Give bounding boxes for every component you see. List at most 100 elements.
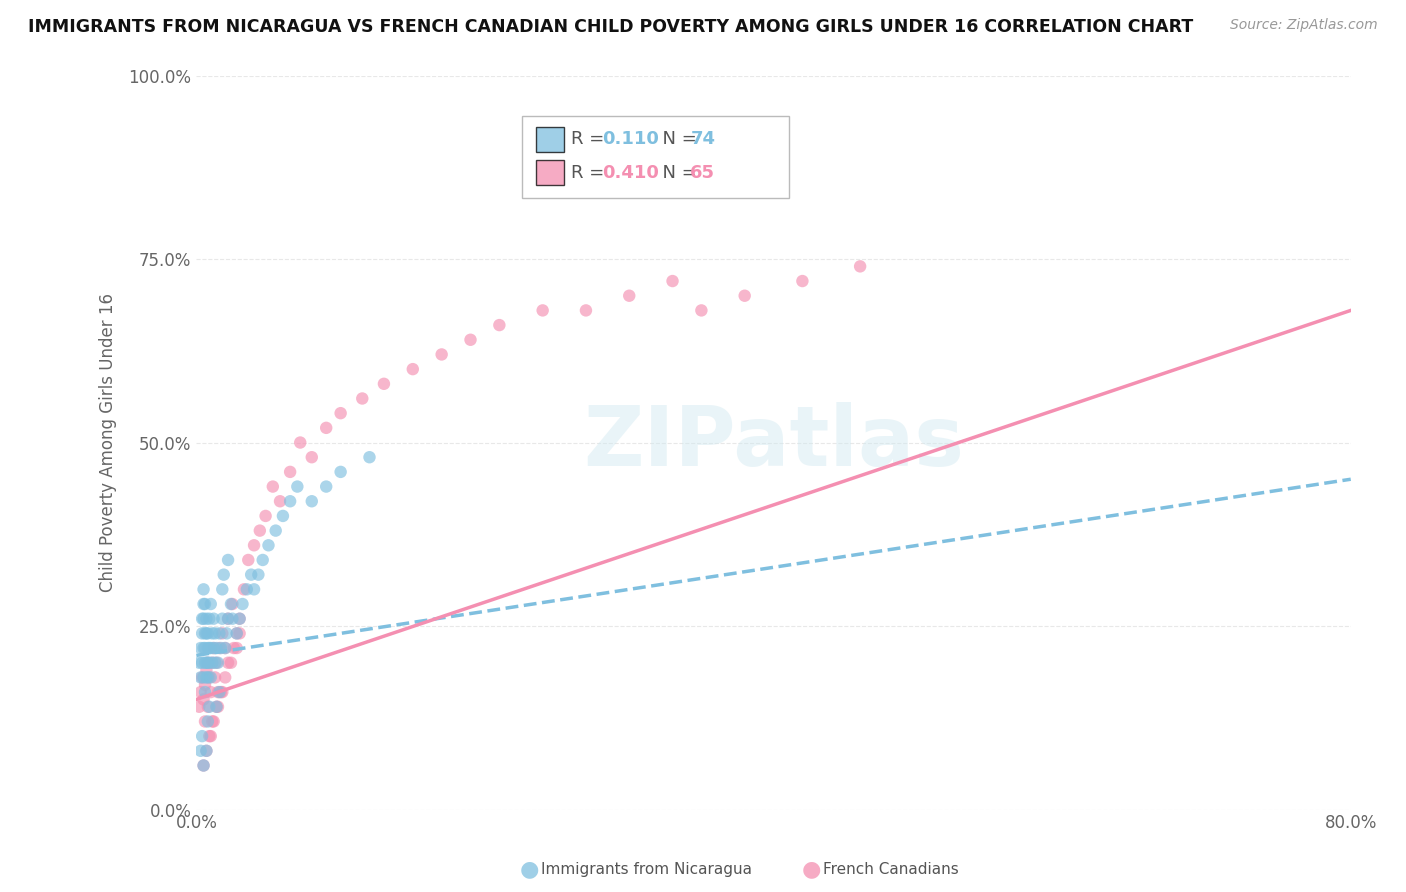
- Text: N =: N =: [651, 163, 703, 182]
- Point: [190, 744, 212, 758]
- Point: [204, 656, 226, 670]
- Point: [301, 494, 323, 508]
- Point: [202, 641, 225, 656]
- Point: [204, 626, 226, 640]
- Point: [195, 670, 218, 684]
- Point: [249, 524, 271, 538]
- Point: [201, 714, 224, 729]
- Y-axis label: Child Poverty Among Girls Under 16: Child Poverty Among Girls Under 16: [100, 293, 117, 592]
- Point: [193, 692, 215, 706]
- Point: [214, 641, 236, 656]
- Point: [217, 553, 239, 567]
- Text: IMMIGRANTS FROM NICARAGUA VS FRENCH CANADIAN CHILD POVERTY AMONG GIRLS UNDER 16 : IMMIGRANTS FROM NICARAGUA VS FRENCH CANA…: [28, 18, 1194, 36]
- Point: [191, 729, 214, 743]
- Point: [197, 670, 219, 684]
- Point: [205, 641, 228, 656]
- Text: 74: 74: [690, 130, 716, 148]
- Text: Source: ZipAtlas.com: Source: ZipAtlas.com: [1230, 18, 1378, 32]
- Point: [201, 656, 224, 670]
- Point: [264, 524, 287, 538]
- Point: [207, 685, 229, 699]
- Point: [217, 656, 239, 670]
- Point: [285, 479, 308, 493]
- Point: [190, 670, 212, 684]
- Point: [430, 347, 453, 361]
- Point: [222, 641, 245, 656]
- Point: [198, 729, 221, 743]
- Point: [195, 656, 218, 670]
- Point: [219, 597, 242, 611]
- Point: [238, 553, 260, 567]
- Point: [197, 714, 219, 729]
- Point: [194, 626, 217, 640]
- Point: [191, 612, 214, 626]
- Point: [205, 656, 228, 670]
- Point: [193, 758, 215, 772]
- Point: [373, 376, 395, 391]
- Point: [193, 582, 215, 597]
- Point: [329, 406, 352, 420]
- Point: [201, 656, 224, 670]
- Point: [195, 744, 218, 758]
- Point: [193, 597, 215, 611]
- Point: [849, 260, 872, 274]
- Point: [190, 685, 212, 699]
- Point: [257, 538, 280, 552]
- Point: [252, 553, 274, 567]
- Point: [290, 435, 312, 450]
- Point: [204, 670, 226, 684]
- Point: [301, 450, 323, 465]
- Point: [278, 494, 301, 508]
- Point: [221, 597, 243, 611]
- Point: [191, 670, 214, 684]
- Text: ZIPatlas: ZIPatlas: [583, 402, 965, 483]
- Point: [198, 699, 221, 714]
- Point: [488, 318, 510, 332]
- Point: [619, 289, 641, 303]
- Point: [228, 626, 250, 640]
- Text: 0.410: 0.410: [602, 163, 658, 182]
- Point: [200, 685, 222, 699]
- Text: Immigrants from Nicaragua: Immigrants from Nicaragua: [541, 863, 752, 877]
- Point: [278, 465, 301, 479]
- Point: [200, 729, 222, 743]
- Point: [217, 612, 239, 626]
- Text: 65: 65: [690, 163, 716, 182]
- Point: [243, 582, 266, 597]
- Point: [207, 699, 229, 714]
- Point: [193, 670, 215, 684]
- Point: [211, 582, 233, 597]
- Point: [205, 699, 228, 714]
- Point: [188, 699, 211, 714]
- Point: [211, 612, 233, 626]
- Point: [208, 685, 231, 699]
- Point: [231, 597, 253, 611]
- Point: [208, 641, 231, 656]
- Point: [198, 670, 221, 684]
- Point: [209, 685, 232, 699]
- Point: [228, 612, 250, 626]
- Point: [247, 567, 270, 582]
- Text: French Canadians: French Canadians: [823, 863, 959, 877]
- Point: [575, 303, 598, 318]
- Point: [214, 670, 236, 684]
- Point: [194, 641, 217, 656]
- Point: [194, 678, 217, 692]
- Point: [195, 663, 218, 677]
- Point: [262, 479, 284, 493]
- Point: [359, 450, 381, 465]
- Text: ●: ●: [520, 860, 540, 880]
- Point: [208, 626, 231, 640]
- Point: [198, 641, 221, 656]
- Point: [225, 626, 247, 640]
- Point: [200, 597, 222, 611]
- Point: [221, 612, 243, 626]
- Point: [191, 656, 214, 670]
- Point: [200, 670, 222, 684]
- Point: [202, 714, 225, 729]
- Point: [315, 421, 337, 435]
- Text: R =: R =: [571, 163, 610, 182]
- Point: [198, 612, 221, 626]
- Point: [217, 612, 239, 626]
- Point: [225, 641, 247, 656]
